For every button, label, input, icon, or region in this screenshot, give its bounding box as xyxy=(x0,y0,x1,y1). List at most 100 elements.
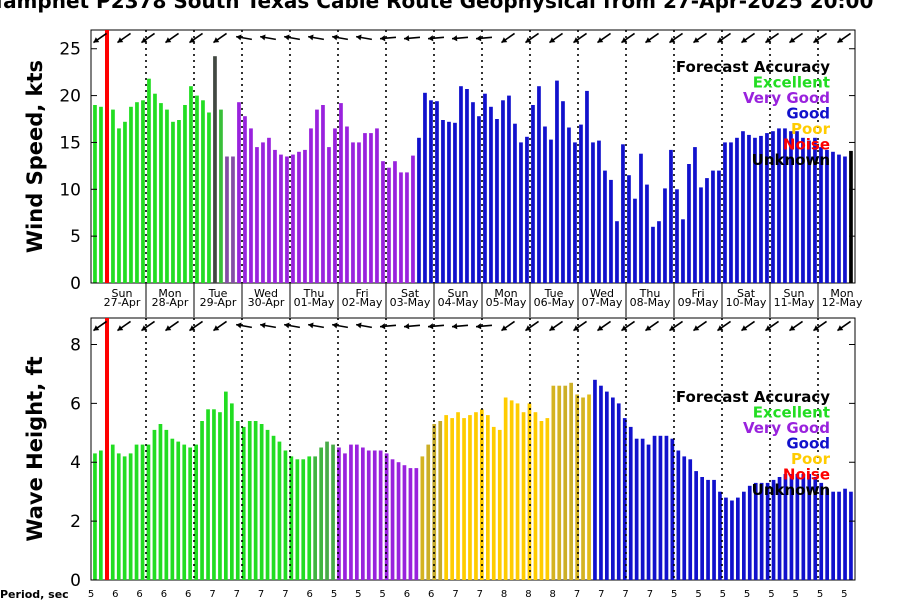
arrow-head xyxy=(645,37,652,43)
bar xyxy=(569,382,573,580)
bar xyxy=(301,459,306,580)
bar xyxy=(235,421,240,580)
bar xyxy=(285,156,289,283)
bar xyxy=(201,100,205,283)
period-label: Period, sec xyxy=(0,588,69,600)
bar xyxy=(411,155,415,283)
arrow-head xyxy=(189,37,196,43)
bar xyxy=(573,142,577,283)
arrow-head xyxy=(645,325,652,331)
bar xyxy=(243,116,247,283)
bar xyxy=(480,409,484,580)
wind-direction-arrow-icon xyxy=(644,32,660,44)
bar xyxy=(747,485,752,580)
arrow-head xyxy=(452,35,458,42)
bar xyxy=(765,482,770,580)
bar xyxy=(639,153,643,283)
bar xyxy=(813,477,818,580)
period-value: 5 xyxy=(331,589,337,600)
bar xyxy=(213,56,217,284)
bar xyxy=(357,142,361,283)
bar xyxy=(390,459,395,580)
bar xyxy=(182,444,187,580)
arrow-head xyxy=(380,323,386,330)
bar xyxy=(603,170,607,283)
bar xyxy=(259,424,264,580)
wind-direction-arrow-icon xyxy=(331,34,349,41)
bar xyxy=(771,131,775,283)
bar xyxy=(327,147,331,283)
bar xyxy=(491,426,496,580)
period-value: 6 xyxy=(404,589,410,600)
date-label: 05-May xyxy=(486,296,527,309)
bar xyxy=(688,459,693,580)
bar xyxy=(194,444,198,580)
bar xyxy=(134,444,139,580)
bar xyxy=(747,134,751,283)
arrow-head xyxy=(476,323,482,330)
bar xyxy=(682,456,687,580)
arrow-head xyxy=(260,322,266,329)
bar xyxy=(241,426,246,580)
bar xyxy=(729,142,733,283)
wind-direction-arrow-icon xyxy=(307,34,325,41)
bar xyxy=(555,80,559,283)
bar xyxy=(753,482,758,580)
arrow-head xyxy=(380,35,386,42)
bar xyxy=(585,90,589,284)
period-value: 7 xyxy=(282,589,288,600)
bar xyxy=(313,456,317,580)
day-name-label: Wed xyxy=(590,287,614,300)
bar xyxy=(249,128,253,283)
bar xyxy=(188,447,192,580)
bar xyxy=(622,418,627,580)
bar xyxy=(765,133,769,283)
period-value: 6 xyxy=(307,589,313,600)
wind-direction-arrow-icon xyxy=(524,32,540,44)
bar xyxy=(265,429,270,580)
arrow-head xyxy=(308,322,314,329)
day-name-label: Mon xyxy=(494,287,517,300)
bar xyxy=(609,179,613,283)
bar xyxy=(527,403,532,580)
wind-direction-arrow-icon xyxy=(548,320,564,332)
bar xyxy=(224,391,228,580)
arrow-head xyxy=(332,322,338,329)
date-label: 09-May xyxy=(678,296,719,309)
date-label: 27-Apr xyxy=(104,296,141,309)
date-label: 11-May xyxy=(774,296,815,309)
y-tick-label: 5 xyxy=(70,227,81,247)
bar xyxy=(295,459,300,580)
bar xyxy=(435,101,439,283)
bar xyxy=(495,119,499,283)
bar xyxy=(176,441,181,580)
bar xyxy=(378,450,383,580)
arrow-head xyxy=(717,37,724,43)
wind-direction-arrow-icon xyxy=(116,32,132,44)
bar xyxy=(640,438,645,580)
bar xyxy=(477,116,481,283)
bar xyxy=(581,397,585,580)
bar xyxy=(575,394,579,580)
day-name-label: Fri xyxy=(691,287,704,300)
bar xyxy=(465,89,469,283)
bar xyxy=(212,409,216,580)
day-name-label: Tue xyxy=(208,287,228,300)
arrow-head xyxy=(93,37,100,43)
bar xyxy=(423,92,427,283)
bar xyxy=(375,128,379,283)
wind-direction-arrow-icon xyxy=(668,320,684,332)
bar xyxy=(509,400,514,580)
bar xyxy=(539,421,544,580)
bar xyxy=(759,482,764,580)
bar xyxy=(633,198,637,283)
bar xyxy=(207,112,211,283)
arrow-head xyxy=(260,34,266,41)
bar xyxy=(681,219,685,283)
arrow-head xyxy=(573,325,580,331)
bar xyxy=(531,105,535,283)
wind-direction-arrow-icon xyxy=(716,32,732,44)
arrow-head xyxy=(332,34,338,41)
arrow-head xyxy=(213,325,220,331)
